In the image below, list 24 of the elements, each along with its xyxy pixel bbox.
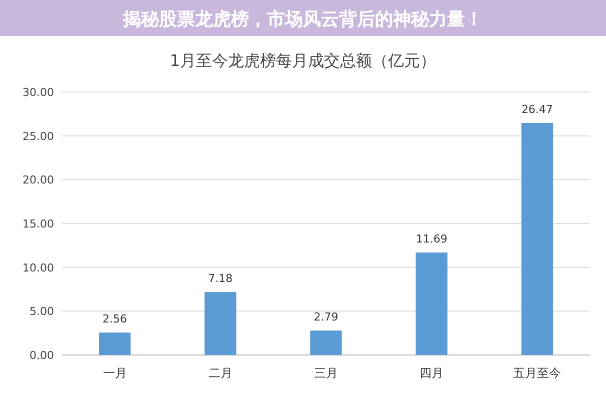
y-tick-label: 15.00	[22, 218, 54, 230]
data-label: 2.56	[102, 312, 128, 326]
x-tick-label: 一月	[102, 366, 127, 380]
bar	[521, 122, 554, 355]
data-label: 2.79	[314, 310, 338, 324]
bar	[98, 332, 131, 355]
y-tick-label: 30.00	[22, 86, 54, 99]
chart-title: 1月至今龙虎榜每月成交总额（亿元）	[170, 51, 436, 70]
x-tick-label: 四月	[420, 366, 444, 380]
x-tick-label: 二月	[208, 366, 232, 380]
bar	[310, 330, 342, 355]
y-tick-label: 0.00	[30, 349, 54, 362]
y-tick-label: 20.00	[22, 174, 54, 187]
bar	[416, 252, 448, 355]
chart-subtitle: 揭秘股票龙虎榜，市场风云背后的神秘力量！	[122, 9, 483, 30]
data-label: 11.69	[416, 232, 448, 246]
y-tick-label: 25.00	[22, 130, 54, 143]
data-label: 7.18	[208, 272, 233, 286]
x-tick-label: 五月至今	[513, 366, 562, 380]
y-tick-label: 5.00	[30, 305, 54, 318]
y-tick-label: 10.00	[22, 261, 54, 274]
x-tick-label: 三月	[314, 366, 338, 380]
data-label: 26.47	[521, 102, 553, 116]
bar	[204, 292, 236, 355]
